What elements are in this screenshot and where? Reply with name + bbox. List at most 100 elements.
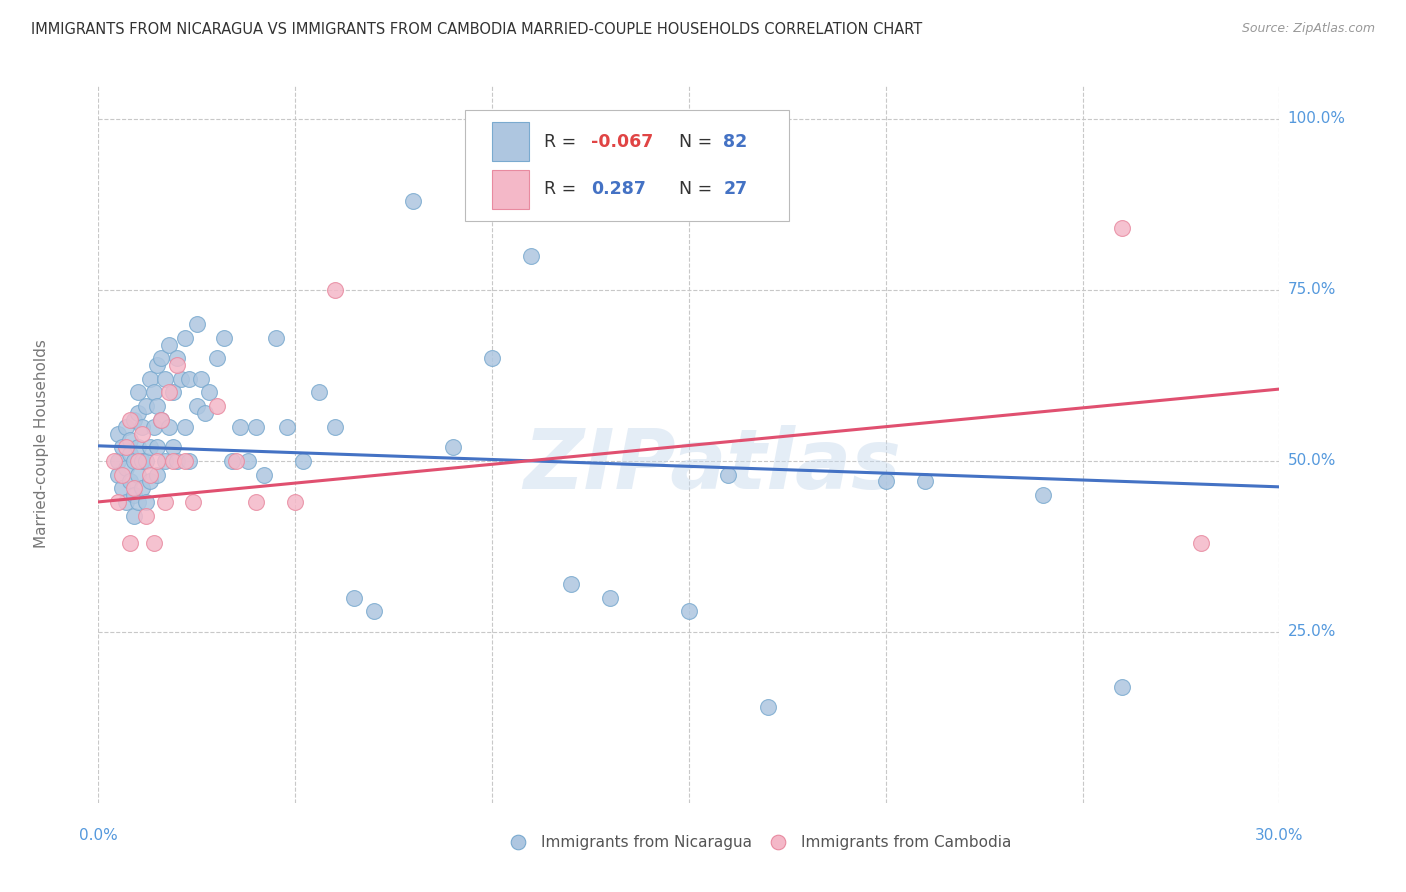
Text: ZIPatlas: ZIPatlas xyxy=(523,425,901,506)
Point xyxy=(177,454,200,468)
Point xyxy=(115,495,138,509)
Point xyxy=(245,419,267,434)
Point xyxy=(205,399,228,413)
Point xyxy=(146,358,169,372)
Point xyxy=(127,440,149,454)
Point xyxy=(146,454,169,468)
Text: 75.0%: 75.0% xyxy=(1288,283,1336,297)
Text: R =: R = xyxy=(544,180,586,198)
Point xyxy=(197,385,219,400)
Point xyxy=(155,372,177,386)
Point xyxy=(1111,221,1133,235)
Point xyxy=(174,454,197,468)
Point xyxy=(122,454,145,468)
Point xyxy=(103,454,125,468)
Point xyxy=(1189,536,1212,550)
Point xyxy=(146,440,169,454)
Point xyxy=(1111,680,1133,694)
Text: 50.0%: 50.0% xyxy=(1288,453,1336,468)
Point xyxy=(127,495,149,509)
Point xyxy=(131,419,153,434)
Point xyxy=(914,475,936,489)
Point xyxy=(135,508,157,523)
Point xyxy=(118,475,141,489)
Point xyxy=(131,454,153,468)
Point xyxy=(756,700,779,714)
Text: 25.0%: 25.0% xyxy=(1288,624,1336,640)
Point xyxy=(205,351,228,366)
Point xyxy=(111,481,134,495)
Point xyxy=(142,419,165,434)
Point xyxy=(323,419,346,434)
Point xyxy=(194,406,217,420)
Point xyxy=(343,591,366,605)
Point xyxy=(118,447,141,461)
Point xyxy=(186,317,208,331)
Point xyxy=(150,351,173,366)
Text: 82: 82 xyxy=(723,133,748,151)
Text: Source: ZipAtlas.com: Source: ZipAtlas.com xyxy=(1241,22,1375,36)
Point xyxy=(142,536,165,550)
Point xyxy=(599,591,621,605)
Point xyxy=(157,337,180,351)
Point xyxy=(253,467,276,482)
Point xyxy=(115,440,138,454)
Point xyxy=(717,467,740,482)
Point xyxy=(1032,488,1054,502)
Point xyxy=(174,419,197,434)
Point xyxy=(138,440,160,454)
Point xyxy=(363,604,385,618)
Point xyxy=(292,454,315,468)
Point xyxy=(177,372,200,386)
Text: 30.0%: 30.0% xyxy=(1256,828,1303,843)
Text: Immigrants from Cambodia: Immigrants from Cambodia xyxy=(801,835,1011,850)
Point xyxy=(181,495,204,509)
Text: N =: N = xyxy=(668,133,717,151)
Point xyxy=(155,495,177,509)
Point xyxy=(174,331,197,345)
Bar xyxy=(492,169,530,210)
Point xyxy=(150,413,173,427)
Text: R =: R = xyxy=(544,133,582,151)
Point xyxy=(118,536,141,550)
Point xyxy=(214,331,236,345)
Point xyxy=(127,385,149,400)
FancyBboxPatch shape xyxy=(464,110,789,221)
Text: N =: N = xyxy=(668,180,717,198)
Point xyxy=(323,283,346,297)
Point xyxy=(135,495,157,509)
Point xyxy=(122,508,145,523)
Point xyxy=(122,481,145,495)
Point xyxy=(875,475,897,489)
Point xyxy=(127,406,149,420)
Point xyxy=(245,495,267,509)
Point xyxy=(284,495,307,509)
Point xyxy=(560,577,582,591)
Point xyxy=(122,413,145,427)
Point xyxy=(157,385,180,400)
Point xyxy=(111,467,134,482)
Point xyxy=(229,419,252,434)
Point xyxy=(520,249,543,263)
Point xyxy=(402,194,425,208)
Point xyxy=(127,467,149,482)
Point xyxy=(264,331,287,345)
Point xyxy=(162,440,184,454)
Point xyxy=(146,399,169,413)
Text: 27: 27 xyxy=(723,180,748,198)
Point xyxy=(162,385,184,400)
Point xyxy=(115,460,138,475)
Point xyxy=(122,488,145,502)
Bar xyxy=(492,122,530,161)
Point xyxy=(441,440,464,454)
Point xyxy=(138,475,160,489)
Point xyxy=(142,385,165,400)
Point xyxy=(157,419,180,434)
Point xyxy=(162,454,184,468)
Text: Married-couple Households: Married-couple Households xyxy=(34,339,49,549)
Point xyxy=(118,413,141,427)
Point xyxy=(236,454,259,468)
Point xyxy=(166,358,188,372)
Point xyxy=(135,399,157,413)
Point xyxy=(481,351,503,366)
